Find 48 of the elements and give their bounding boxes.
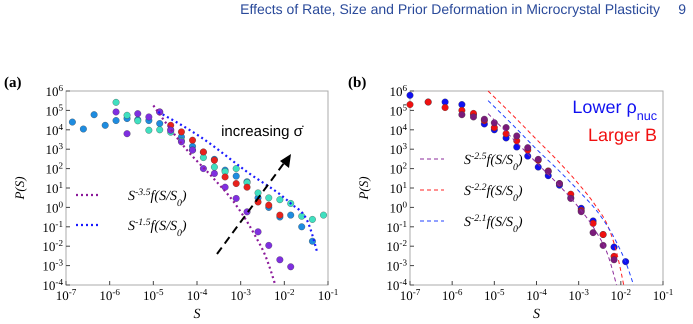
y-tick-label: 10$^{3}$ — [389, 141, 408, 158]
y-tick-label: 10$^{0}$ — [389, 199, 408, 216]
y-axis-title: P(S) — [356, 176, 371, 201]
y-tick-label: 10$^{-3}$ — [42, 258, 64, 274]
chart-title: (a) — [4, 75, 22, 91]
y-tick-label: 10$^{4}$ — [45, 122, 64, 138]
x-tick-label: 10$^{-2}$ — [274, 287, 296, 303]
x-tick-label: 10$^{-3}$ — [568, 287, 590, 303]
text: Effects of Rate, Size and Prior Deformation in Microcrystal Plasticity — [240, 1, 660, 17]
legend-label: S$^{-2.5}$f(S/S$_{0}$) — [464, 150, 523, 172]
x-tick-label: 10$^{-6}$ — [442, 287, 463, 303]
chart-title: (b) — [348, 75, 366, 91]
x-tick-label: 10$^{-3}$ — [230, 287, 252, 303]
y-tick-label: 10$^{-2}$ — [42, 238, 64, 254]
x-tick-label: 10$^{-4}$ — [186, 287, 208, 303]
x-axis-title: S — [533, 307, 540, 322]
y-tick-label: 10$^{2}$ — [45, 160, 64, 177]
y-axis-title: P(S) — [12, 176, 27, 201]
annotation: increasing σ̇ — [221, 123, 304, 140]
x-tick-label: 10$^{-4}$ — [526, 287, 548, 303]
y-tick-label: 10$^{6}$ — [45, 83, 64, 99]
x-tick-label: 10$^{-1}$ — [652, 287, 674, 303]
legend-label: S$^{-1.5}$f(S/S$_{0}$) — [128, 216, 187, 238]
x-tick-label: 10$^{-6}$ — [99, 287, 120, 303]
y-tick-label: 10$^{-1}$ — [386, 218, 407, 235]
text: 9 — [678, 1, 686, 17]
y-tick-label: 10$^{-3}$ — [386, 258, 408, 274]
y-tick-label: 10$^{3}$ — [45, 141, 64, 158]
x-tick-label: 10$^{-5}$ — [143, 287, 164, 303]
legend-label: S$^{-2.1}$f(S/S$_{0}$) — [464, 212, 523, 234]
x-tick-label: 10$^{-2}$ — [610, 287, 632, 303]
legend-label: S$^{-2.2}$f(S/S$_{0}$) — [464, 182, 523, 204]
text: Larger B — [588, 125, 657, 145]
y-tick-label: 10$^{6}$ — [389, 83, 408, 99]
x-axis-title: S — [194, 307, 200, 322]
y-tick-label: 10$^{5}$ — [389, 102, 408, 118]
y-tick-label: 10$^{0}$ — [45, 199, 64, 216]
x-tick-label: 10$^{-5}$ — [484, 287, 506, 303]
legend-label: S$^{-3.5}$f(S/S$_{0}$) — [128, 186, 187, 208]
y-tick-label: 10$^{-2}$ — [386, 238, 408, 254]
y-tick-label: 10$^{1}$ — [389, 180, 407, 196]
y-tick-label: 10$^{2}$ — [389, 160, 408, 177]
y-tick-label: 10$^{4}$ — [389, 122, 408, 138]
y-tick-label: 10$^{5}$ — [45, 102, 64, 118]
y-tick-label: 10$^{-1}$ — [42, 218, 63, 235]
text: Lower ρ$_{nuc}$ — [572, 97, 657, 123]
x-tick-label: 10$^{-1}$ — [318, 287, 338, 303]
y-tick-label: 10$^{1}$ — [45, 180, 63, 196]
